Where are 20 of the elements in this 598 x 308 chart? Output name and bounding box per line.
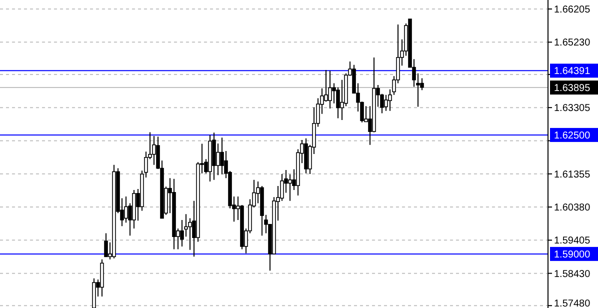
y-tick-label: 1.58430 <box>554 268 591 280</box>
ref-line-label: 1.62500 <box>554 130 591 142</box>
ref-line-label: 1.64391 <box>554 66 591 78</box>
y-tick-label: 1.57480 <box>554 298 591 308</box>
candlestick <box>188 218 192 250</box>
y-tick-label: 1.63305 <box>554 103 591 114</box>
candlestick <box>220 137 224 175</box>
candlestick <box>104 232 108 258</box>
y-tick-label: 1.65230 <box>554 38 591 49</box>
y-tick-label: 1.61355 <box>554 169 591 180</box>
y-tick-label: 1.59405 <box>554 236 591 247</box>
ref-line-label: 1.63895 <box>554 83 591 94</box>
candlestick <box>152 135 156 166</box>
candlestick <box>216 142 220 176</box>
candlestick <box>124 196 128 224</box>
ref-line-label: 1.59000 <box>554 249 591 260</box>
y-tick-label: 1.60380 <box>554 202 591 214</box>
candlestick <box>288 174 292 202</box>
y-tick-label: 1.66205 <box>554 4 591 16</box>
candlestick <box>328 70 332 109</box>
